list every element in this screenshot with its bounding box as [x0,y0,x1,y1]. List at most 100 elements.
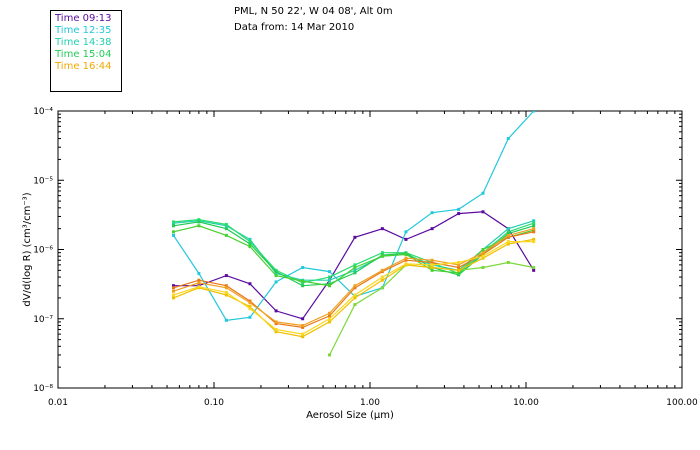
data-point [248,307,252,311]
data-point [171,289,175,293]
data-point [457,263,461,267]
data-point [506,230,510,234]
data-point [171,224,175,228]
data-point [327,320,331,324]
data-point [430,227,434,231]
data-point [248,301,252,305]
data-point [274,327,278,331]
data-point [248,282,252,286]
data-point [248,315,252,319]
data-point [506,233,510,237]
site-header: PML, N 50 22', W 04 08', Alt 0m [234,6,393,17]
data-point [248,237,252,241]
data-point [327,284,331,288]
data-point [171,220,175,224]
data-point [481,265,485,269]
data-point [171,233,175,237]
data-point [404,262,408,266]
data-point [506,232,510,236]
data-point [506,242,510,246]
data-point [404,230,408,234]
data-point [506,137,510,141]
data-point [380,286,384,290]
data-point [301,265,305,269]
data-point [506,260,510,264]
data-point [301,323,305,327]
legend-entry: Time 09:13 [55,13,112,24]
y-axis-label: dV/d(log R) (cm³/cm⁻³) [22,192,33,306]
legend-entry: Time 12:35 [55,25,112,36]
data-point [224,286,228,290]
data-point [274,272,278,276]
data-point [481,210,485,214]
x-tick-label: 1.00 [360,398,380,408]
data-point [353,263,357,267]
data-point [224,293,228,297]
data-point [197,272,201,276]
legend-box: Time 09:13 Time 12:35 Time 14:38 Time 15… [50,10,122,92]
data-point [197,224,201,228]
data-point [380,275,384,279]
data-point [224,274,228,278]
date-header: Data from: 14 Mar 2010 [234,22,355,33]
data-point [353,271,357,275]
data-point [274,322,278,326]
data-point [224,318,228,322]
data-point [353,286,357,290]
series-line [328,261,534,356]
data-point [327,317,331,321]
data-point [248,242,252,246]
series-line [173,231,534,329]
data-point [430,258,434,262]
data-point [301,284,305,288]
data-point [353,303,357,307]
legend-entry: Time 14:38 [55,37,112,48]
data-point [224,222,228,226]
data-point [327,311,331,315]
data-point [301,325,305,329]
data-point [404,258,408,262]
data-point [430,260,434,264]
data-point [353,296,357,300]
data-point [248,245,252,249]
data-point [532,230,536,234]
data-point [224,233,228,237]
data-point [327,270,331,274]
data-point [327,314,331,318]
legend-entry: Time 15:04 [55,49,112,60]
data-point [171,296,175,300]
data-point [481,256,485,260]
data-point [404,252,408,256]
x-tick-label: 100.00 [666,398,698,408]
data-point [457,265,461,269]
x-tick-label: 0.10 [204,398,224,408]
data-point [224,227,228,231]
data-point [197,278,201,282]
data-point [481,191,485,195]
data-point [274,320,278,324]
data-point [430,263,434,267]
data-point [197,281,201,285]
data-point [457,273,461,277]
data-point [301,281,305,285]
data-point [380,278,384,282]
y-tick-label: 10⁻⁴ [33,107,53,117]
data-point [506,227,510,231]
data-point [532,237,536,241]
data-point [532,224,536,228]
data-point [248,240,252,244]
data-point [353,293,357,297]
data-point [380,227,384,231]
data-point [274,270,278,274]
data-point [457,260,461,264]
data-point [248,299,252,303]
data-point [197,220,201,224]
data-point [353,235,357,239]
x-tick-label: 0.01 [48,398,68,408]
data-point [430,265,434,269]
data-point [532,111,536,113]
data-point [353,265,357,269]
data-point [380,254,384,258]
data-point [197,218,201,222]
